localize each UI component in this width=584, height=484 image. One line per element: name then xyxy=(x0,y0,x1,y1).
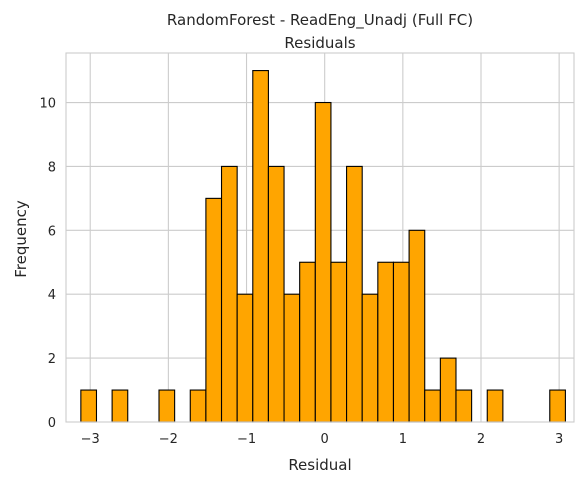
x-tick-label: 2 xyxy=(477,432,485,447)
histogram-bar xyxy=(549,389,566,423)
y-axis-label: Frequency xyxy=(12,200,30,278)
histogram-bar xyxy=(80,389,98,423)
histogram-bar xyxy=(330,261,348,423)
histogram-bar xyxy=(455,389,473,423)
x-tick-label: −1 xyxy=(237,432,256,447)
plot-frame xyxy=(65,52,575,423)
histogram-bar xyxy=(189,389,207,423)
chart-title: RandomForest - ReadEng_Unadj (Full FC) xyxy=(167,11,473,30)
y-tick-label: 2 xyxy=(48,352,56,367)
histogram-bar xyxy=(408,229,426,423)
y-tick-label: 4 xyxy=(48,288,56,303)
chart-subtitle: Residuals xyxy=(284,34,355,52)
x-tick-label: −3 xyxy=(81,432,100,447)
x-axis-ticks: −3 −2 −1 0 1 2 3 xyxy=(81,432,564,447)
y-tick-label: 6 xyxy=(48,224,56,239)
histogram-bar xyxy=(424,389,441,423)
histogram-bar xyxy=(314,101,332,423)
y-tick-label: 10 xyxy=(39,97,56,112)
x-tick-label: 3 xyxy=(555,432,563,447)
histogram-bar xyxy=(283,293,301,423)
histogram-bar xyxy=(392,261,410,423)
y-tick-label: 0 xyxy=(48,416,56,431)
y-tick-label: 8 xyxy=(48,160,56,175)
histogram-bar xyxy=(220,165,238,423)
histogram-bar xyxy=(158,389,176,423)
histogram-bar xyxy=(346,165,363,423)
histogram-bar xyxy=(486,389,504,423)
x-tick-label: 0 xyxy=(321,432,329,447)
x-tick-label: −2 xyxy=(159,432,178,447)
histogram-bar xyxy=(299,261,316,423)
histogram-bar xyxy=(267,165,285,423)
histogram-bars xyxy=(80,70,566,423)
histogram-bar xyxy=(361,293,379,423)
histogram-bar xyxy=(205,197,223,423)
histogram-bar xyxy=(377,261,395,423)
histogram-bar xyxy=(439,357,457,423)
histogram-bar xyxy=(111,389,129,423)
x-tick-label: 1 xyxy=(399,432,407,447)
x-axis-label: Residual xyxy=(288,456,351,474)
histogram-bar xyxy=(236,293,254,423)
y-axis-ticks: 0 2 4 6 8 10 xyxy=(39,97,56,431)
histogram-bar xyxy=(252,70,269,423)
